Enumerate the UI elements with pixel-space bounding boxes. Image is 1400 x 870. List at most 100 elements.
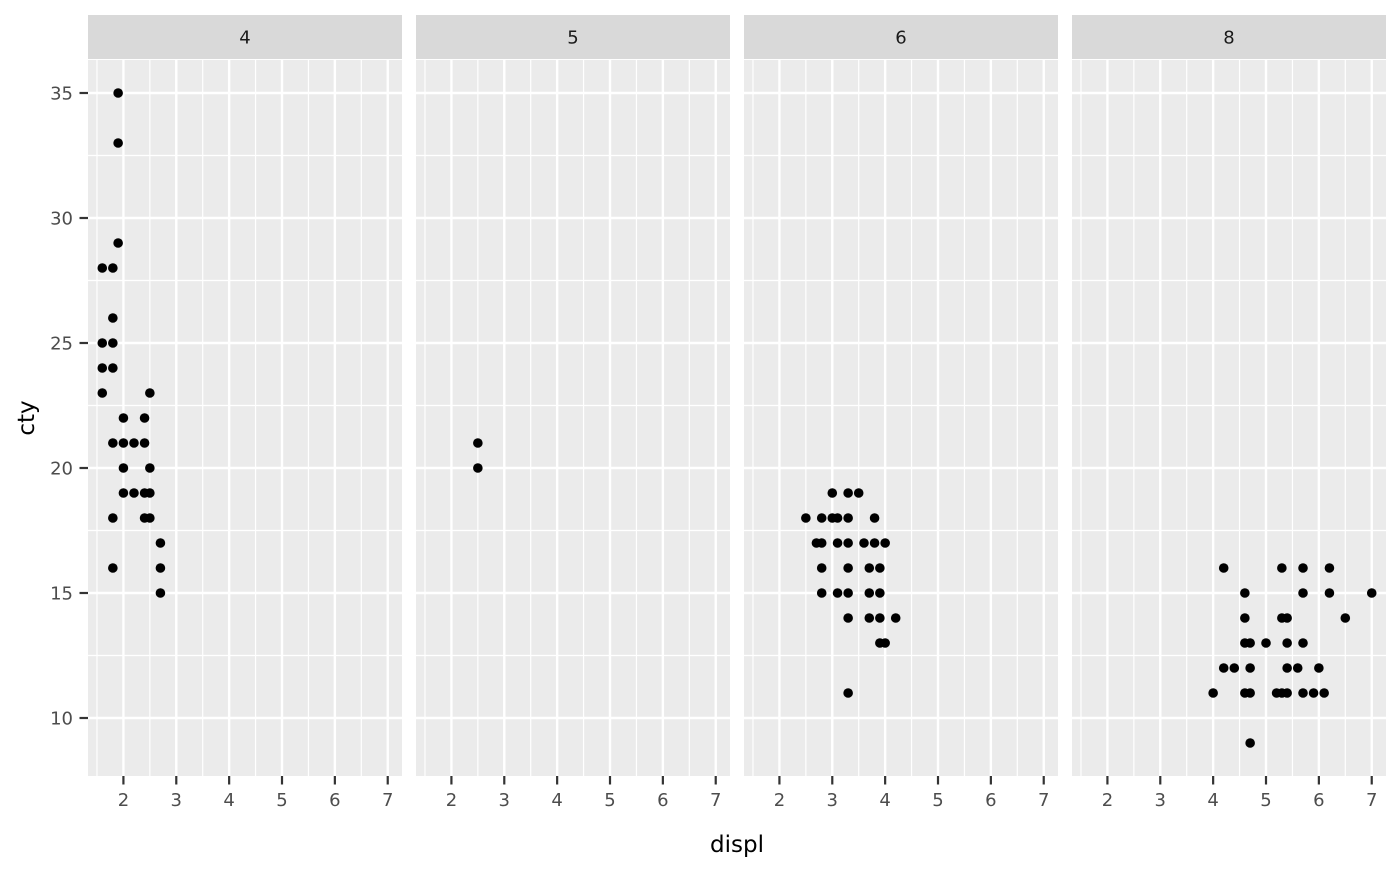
data-point [875,588,885,598]
data-point [827,488,838,498]
facet-strip-label: 4 [239,28,250,49]
facet-panel [416,15,730,785]
data-point [816,538,827,548]
data-point [129,488,139,498]
data-point [1319,688,1329,698]
data-point [843,488,853,498]
data-point [1282,638,1292,648]
data-point [832,538,843,548]
data-point [108,263,118,273]
data-point [1324,563,1335,573]
x-tick-label: 5 [1260,790,1271,811]
data-point [97,263,108,273]
data-point [859,538,869,548]
data-point [473,438,483,448]
data-point [864,588,875,598]
panel-background [88,60,402,776]
x-tick-label: 3 [1155,790,1166,811]
data-point [1282,613,1292,623]
y-tick-label: 20 [50,459,73,480]
x-tick-label: 5 [932,790,943,811]
data-point [1240,588,1250,598]
x-tick-label: 6 [657,790,668,811]
data-point [1308,688,1319,698]
data-point [843,613,853,623]
data-point [853,488,864,498]
data-point [1282,688,1292,698]
data-point [864,563,875,573]
data-point [816,513,827,523]
x-tick-label: 5 [276,790,287,811]
x-tick-label: 3 [499,790,510,811]
x-tick-label: 4 [223,790,234,811]
data-point [1277,563,1287,573]
data-point [816,563,827,573]
data-point [1245,738,1255,748]
data-point [890,613,901,623]
data-point [1282,663,1292,673]
x-tick-label: 2 [774,790,785,811]
data-point [1261,638,1271,648]
x-tick-label: 6 [329,790,340,811]
x-tick-label: 7 [1366,790,1377,811]
data-point [1245,638,1255,648]
data-point [875,613,885,623]
facet-strip [1072,15,1386,59]
data-point [97,338,108,348]
facet-strip [744,15,1058,59]
data-point [1229,663,1240,673]
y-tick-label: 10 [50,709,73,730]
data-point [843,513,853,523]
x-tick-label: 2 [118,790,129,811]
x-tick-label: 6 [985,790,996,811]
data-point [1340,613,1351,623]
data-point [473,463,483,473]
data-point [843,563,853,573]
x-tick-label: 5 [604,790,615,811]
y-tick-label: 25 [50,334,73,355]
panel-background [1072,60,1386,776]
data-point [118,463,129,473]
x-tick-label: 7 [382,790,393,811]
data-point [1245,663,1255,673]
data-point [145,463,155,473]
data-point [145,488,155,498]
data-point [869,513,880,523]
data-point [1292,663,1303,673]
data-point [108,313,118,323]
facet-panel [744,15,1058,785]
y-tick-label: 15 [50,584,73,605]
data-point [875,563,885,573]
data-point [864,613,875,623]
x-tick-label: 3 [827,790,838,811]
data-point [108,363,118,373]
y-tick-label: 35 [50,84,73,105]
facet-panel [1072,15,1386,785]
facet-panel [88,15,402,785]
x-tick-label: 6 [1313,790,1324,811]
data-point [139,438,150,448]
data-point [1298,638,1308,648]
data-point [880,538,890,548]
data-point [1218,563,1229,573]
data-point [1245,688,1255,698]
x-tick-label: 4 [1207,790,1218,811]
panel-background [416,60,730,776]
data-point [1298,588,1308,598]
data-point [880,638,890,648]
x-tick-label: 3 [171,790,182,811]
x-tick-label: 7 [1038,790,1049,811]
data-point [145,388,155,398]
data-point [118,438,129,448]
data-point [139,413,150,423]
data-point [1298,563,1308,573]
data-point [869,538,880,548]
data-point [97,388,108,398]
y-axis-title: cty [14,400,40,435]
data-point [832,513,843,523]
data-point [113,238,123,248]
facet-strip [88,15,402,59]
x-tick-label: 7 [710,790,721,811]
data-point [843,688,853,698]
